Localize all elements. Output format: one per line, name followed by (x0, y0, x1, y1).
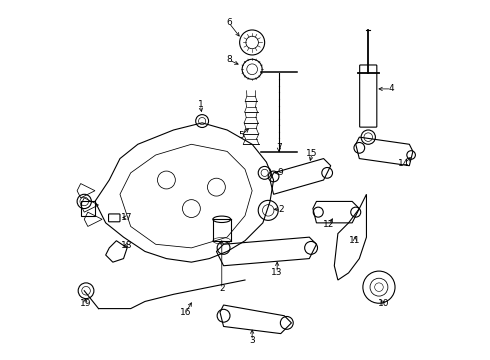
Text: 17: 17 (122, 213, 133, 222)
Text: 18: 18 (122, 240, 133, 249)
Text: 16: 16 (180, 308, 192, 317)
Text: 4: 4 (389, 84, 394, 93)
Text: 15: 15 (306, 149, 318, 158)
Text: 2: 2 (278, 205, 284, 214)
Text: 2: 2 (219, 284, 224, 293)
Text: 10: 10 (378, 299, 390, 308)
Text: 12: 12 (323, 220, 335, 229)
Text: 11: 11 (349, 236, 361, 245)
Text: 9: 9 (278, 168, 284, 177)
Text: 5: 5 (239, 131, 245, 140)
Text: 14: 14 (398, 159, 410, 168)
Text: 7: 7 (276, 143, 282, 152)
Text: 19: 19 (79, 299, 91, 308)
Text: 1: 1 (197, 100, 203, 109)
Text: 13: 13 (271, 268, 283, 277)
Text: 3: 3 (249, 336, 255, 345)
Text: 8: 8 (226, 55, 232, 64)
Text: 6: 6 (226, 18, 232, 27)
